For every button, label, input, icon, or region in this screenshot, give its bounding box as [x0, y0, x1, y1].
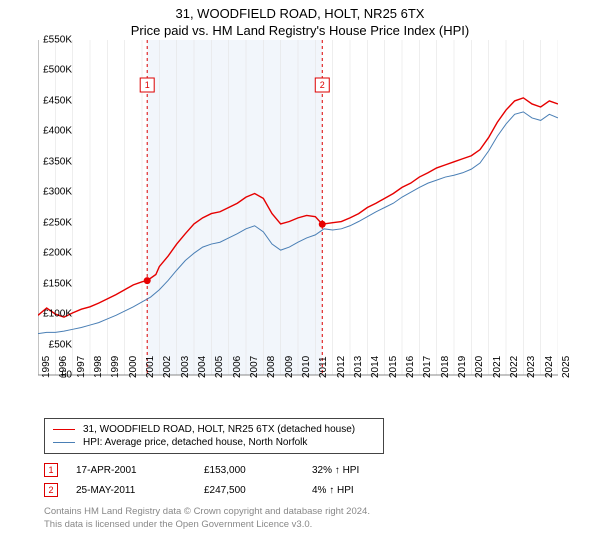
y-tick-label: £550K [43, 35, 72, 46]
x-tick-label: 2009 [284, 356, 295, 378]
svg-text:1: 1 [145, 80, 150, 90]
x-tick-label: 2016 [405, 356, 416, 378]
x-tick-label: 2022 [509, 356, 520, 378]
x-tick-label: 2025 [561, 356, 572, 378]
x-tick-label: 2020 [474, 356, 485, 378]
footer-attribution: Contains HM Land Registry data © Crown c… [44, 506, 600, 532]
row-date: 17-APR-2001 [76, 465, 186, 476]
legend-swatch [53, 442, 75, 443]
x-tick-label: 2004 [197, 356, 208, 378]
x-tick-label: 2013 [353, 356, 364, 378]
legend: 31, WOODFIELD ROAD, HOLT, NR25 6TX (deta… [44, 418, 384, 454]
x-tick-label: 2006 [232, 356, 243, 378]
page-subtitle: Price paid vs. HM Land Registry's House … [0, 23, 600, 38]
footer-line-1: Contains HM Land Registry data © Crown c… [44, 506, 600, 519]
sales-table: 1 17-APR-2001 £153,000 32% ↑ HPI 2 25-MAY-201… [44, 460, 600, 500]
y-tick-label: £300K [43, 187, 72, 198]
table-row: 2 25-MAY-2011 £247,500 4% ↑ HPI [44, 480, 600, 500]
svg-text:2: 2 [320, 80, 325, 90]
x-tick-label: 1998 [93, 356, 104, 378]
y-tick-label: £450K [43, 95, 72, 106]
row-price: £153,000 [204, 465, 294, 476]
legend-item: HPI: Average price, detached house, Nort… [53, 436, 375, 449]
x-tick-label: 2007 [249, 356, 260, 378]
y-tick-label: £50K [49, 339, 72, 350]
page-title: 31, WOODFIELD ROAD, HOLT, NR25 6TX [0, 6, 600, 21]
x-tick-label: 2014 [370, 356, 381, 378]
x-tick-label: 2008 [266, 356, 277, 378]
row-badge: 1 [44, 463, 58, 477]
x-tick-label: 2010 [301, 356, 312, 378]
x-tick-label: 1997 [76, 356, 87, 378]
legend-label: 31, WOODFIELD ROAD, HOLT, NR25 6TX (deta… [83, 424, 355, 435]
x-tick-label: 2005 [214, 356, 225, 378]
row-price: £247,500 [204, 485, 294, 496]
y-tick-label: £200K [43, 248, 72, 259]
legend-item: 31, WOODFIELD ROAD, HOLT, NR25 6TX (deta… [53, 423, 375, 436]
x-tick-label: 2003 [180, 356, 191, 378]
x-tick-label: 2019 [457, 356, 468, 378]
row-delta: 4% ↑ HPI [312, 485, 354, 496]
x-tick-label: 2012 [336, 356, 347, 378]
legend-swatch [53, 429, 75, 430]
y-tick-label: £150K [43, 278, 72, 289]
x-tick-label: 1999 [110, 356, 121, 378]
table-row: 1 17-APR-2001 £153,000 32% ↑ HPI [44, 460, 600, 480]
row-date: 25-MAY-2011 [76, 485, 186, 496]
x-tick-label: 2015 [388, 356, 399, 378]
x-tick-label: 1995 [41, 356, 52, 378]
price-chart: 12 1995199619971998199920002001200220032… [38, 40, 598, 410]
row-badge: 2 [44, 483, 58, 497]
row-delta: 32% ↑ HPI [312, 465, 359, 476]
legend-label: HPI: Average price, detached house, Nort… [83, 437, 307, 448]
x-tick-label: 2023 [526, 356, 537, 378]
y-tick-label: £500K [43, 65, 72, 76]
x-tick-label: 2021 [492, 356, 503, 378]
y-tick-label: £400K [43, 126, 72, 137]
x-tick-label: 2018 [440, 356, 451, 378]
y-tick-label: £100K [43, 309, 72, 320]
x-tick-label: 2024 [544, 356, 555, 378]
y-tick-label: £0 [61, 370, 72, 381]
chart-svg: 12 [38, 40, 558, 400]
x-tick-label: 2017 [422, 356, 433, 378]
x-tick-label: 2011 [318, 356, 329, 378]
x-tick-label: 2001 [145, 356, 156, 378]
x-tick-label: 2000 [128, 356, 139, 378]
footer-line-2: This data is licensed under the Open Gov… [44, 519, 600, 532]
y-tick-label: £250K [43, 217, 72, 228]
x-tick-label: 2002 [162, 356, 173, 378]
y-tick-label: £350K [43, 156, 72, 167]
